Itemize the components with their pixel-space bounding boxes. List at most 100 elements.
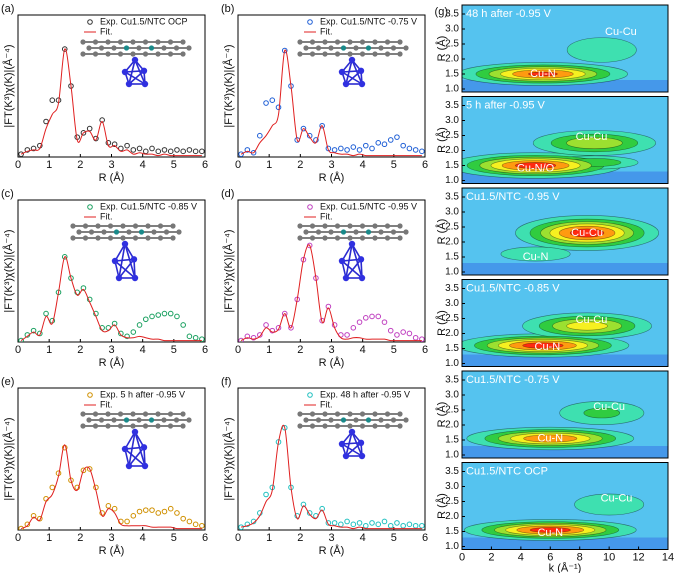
atom	[359, 411, 366, 417]
legend-label: Fit.	[100, 26, 113, 36]
atom	[142, 51, 149, 57]
atom	[365, 417, 372, 423]
atom	[98, 417, 105, 423]
atom	[372, 423, 378, 429]
data-point	[186, 518, 193, 525]
atom	[338, 257, 346, 265]
atom	[347, 235, 353, 241]
atom	[297, 223, 303, 229]
y-tick-label: 2.5	[445, 405, 459, 416]
data-point	[338, 145, 344, 152]
data-point	[124, 333, 130, 340]
x-tick-label: 3	[108, 159, 114, 171]
data-point	[18, 337, 24, 342]
data-point	[111, 320, 118, 327]
atom	[322, 39, 328, 45]
annotation: Cu-Cu	[601, 492, 633, 504]
atom	[132, 223, 139, 229]
legend-marker	[307, 392, 313, 398]
data-point	[369, 313, 375, 320]
data-point	[30, 145, 37, 152]
x-tick-label: 3	[108, 532, 114, 544]
x-tick-label: 12	[632, 551, 644, 563]
data-point	[244, 147, 251, 153]
atom	[340, 229, 347, 235]
atom	[358, 80, 366, 88]
atom	[120, 223, 126, 229]
atom	[107, 235, 114, 241]
atom	[111, 417, 117, 423]
x-axis-label: R (Å)	[99, 171, 125, 184]
atom	[130, 51, 136, 57]
legend-label: Fit.	[100, 399, 113, 409]
y-tick-label: 1.0	[445, 541, 459, 552]
data-point	[199, 336, 205, 342]
plot-frame	[461, 370, 669, 459]
atom	[95, 235, 101, 241]
data-point	[269, 97, 276, 103]
legend-marker	[87, 392, 93, 398]
atom	[334, 39, 341, 45]
atom	[347, 423, 353, 429]
atom	[186, 417, 192, 423]
data-point	[263, 322, 269, 328]
atom	[328, 45, 334, 51]
panel-title: Cu1.5/NTC -0.95 V	[466, 191, 560, 203]
x-tick-label: 3	[328, 159, 334, 171]
y-tick-label: 2.0	[445, 54, 459, 65]
atom	[384, 51, 391, 57]
annotation: Cu-Cu	[576, 314, 608, 326]
data-point	[199, 522, 205, 529]
data-point	[61, 46, 68, 52]
x-tick-label: 0	[15, 532, 21, 544]
data-point	[136, 508, 143, 515]
data-point	[356, 520, 363, 526]
atom	[315, 229, 322, 235]
data-point	[161, 310, 168, 317]
data-point	[275, 104, 282, 111]
atom	[76, 229, 82, 235]
x-tick-label: 2	[77, 532, 83, 544]
atom	[328, 417, 334, 423]
x-tick-label: 5	[391, 532, 397, 544]
x-axis-label: R (Å)	[99, 544, 125, 557]
data-point	[331, 147, 338, 153]
data-point	[167, 148, 174, 155]
data-point	[111, 141, 118, 148]
plot-frame	[461, 279, 669, 367]
inset-molecule	[80, 411, 192, 470]
atom	[161, 417, 167, 423]
atom	[145, 223, 151, 229]
x-tick-label: 3	[328, 344, 334, 356]
atom	[353, 45, 359, 51]
atom	[297, 51, 303, 57]
low-region	[462, 537, 668, 550]
atom	[88, 229, 95, 235]
atom	[342, 452, 350, 460]
atom	[372, 51, 378, 57]
atom	[107, 223, 114, 229]
atom	[340, 45, 347, 51]
legend-marker	[87, 204, 93, 210]
atom	[167, 51, 174, 57]
legend-label: Exp. Cu1.5/NTC -0.85 V	[100, 201, 197, 211]
atom	[334, 411, 341, 417]
x-tick-label: 6	[202, 532, 208, 544]
atom	[303, 45, 309, 51]
atom	[155, 51, 161, 57]
annotation: Cu-N	[535, 341, 561, 353]
y-tick-label: 2.0	[445, 145, 459, 156]
atom	[359, 235, 366, 241]
atom	[403, 417, 409, 423]
atom	[334, 51, 341, 57]
data-point	[167, 310, 174, 317]
atom	[86, 45, 92, 51]
atom	[167, 423, 174, 429]
atom	[157, 223, 164, 229]
data-point	[142, 148, 149, 155]
atom	[180, 423, 186, 429]
data-point	[257, 332, 263, 338]
panel-title: Cu1.5/NTC -0.85 V	[466, 282, 560, 294]
data-point	[319, 505, 325, 512]
y-tick-label: 1.5	[445, 343, 459, 354]
